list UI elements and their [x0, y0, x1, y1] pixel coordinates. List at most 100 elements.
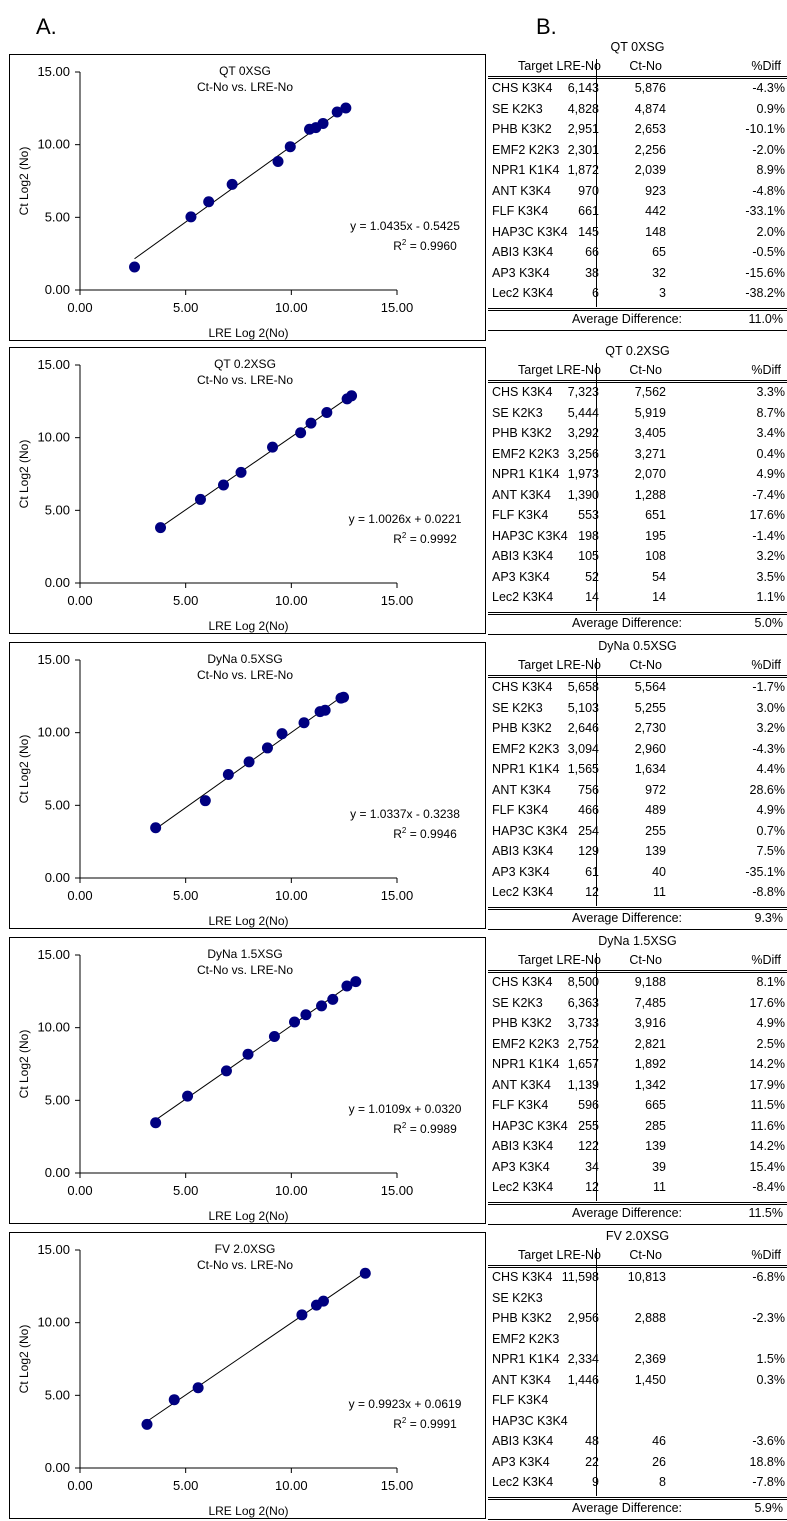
table-cell: 5,658	[567, 680, 599, 694]
table-cell: 254	[578, 823, 599, 838]
table-cell: 489	[645, 803, 666, 817]
average-bottom-rule	[488, 329, 787, 331]
header-cell: LRE-No	[556, 363, 601, 377]
table-cell: 3,094	[567, 741, 599, 756]
header-rule	[488, 970, 787, 971]
table-cell: 2,752	[567, 1036, 599, 1051]
table-cell: AP3 K3K4	[492, 1159, 550, 1174]
data-table-4: DyNa 1.5XSG Target LRE-No Ct-No %Diff CHS K3K…	[488, 934, 787, 1225]
table-cell: 3.5%	[756, 569, 786, 584]
x-tick-label: 5.00	[173, 300, 198, 315]
y-tick-label: 15.00	[37, 1242, 70, 1257]
table-bottom-rule	[488, 1498, 787, 1500]
table-cell: 14.2%	[749, 1139, 785, 1153]
table-row: HAP3C K3K4 198 195 -1.4%	[488, 529, 787, 547]
x-tick-label: 15.00	[381, 888, 414, 903]
table-row: FLF K3K4 661 442 -33.1%	[488, 204, 787, 222]
x-tick-label: 5.00	[173, 593, 198, 608]
y-tick-label: 0.00	[45, 282, 70, 297]
table-cell: CHS K3K4	[492, 385, 553, 399]
table-cell: 17.6%	[749, 508, 785, 522]
table-cell: 8.1%	[756, 975, 786, 989]
data-point	[298, 717, 310, 729]
header-rule	[488, 1265, 787, 1266]
x-tick-label: 10.00	[275, 1478, 308, 1493]
data-point	[272, 156, 284, 168]
header-cell: %Diff	[751, 363, 781, 377]
table-cell: -4.8%	[752, 183, 785, 198]
chart-title: QT 0.2XSG	[214, 357, 276, 371]
table-cell: 12	[585, 885, 599, 899]
y-axis-label: Ct Log2 (No)	[17, 147, 31, 216]
table-cell: 2,646	[567, 721, 599, 735]
chart-svg: 0.00 5.00 10.00 15.00 0.00 5.00 10.00 15.00 LRE …	[17, 947, 462, 1223]
y-tick-label: 15.00	[37, 357, 70, 372]
table-row: CHS K3K4 11,598 10,813 -6.8%	[488, 1270, 787, 1288]
header-rule	[488, 380, 787, 381]
data-point	[346, 390, 358, 402]
table-cell: SE K2K3	[492, 995, 543, 1010]
data-point	[261, 742, 273, 754]
table-cell: 1,892	[634, 1057, 666, 1071]
table-cell: 651	[645, 508, 666, 522]
table-cell: 7,485	[634, 995, 666, 1010]
header-rule	[488, 78, 787, 79]
table-cell: 10,813	[627, 1270, 666, 1284]
table-cell: NPR1 K1K4	[492, 1352, 560, 1366]
r-squared: R2 = 0.9960	[393, 238, 457, 253]
y-tick-label: 15.00	[37, 947, 70, 962]
table-row: NPR1 K1K4 1,565 1,634 4.4%	[488, 762, 787, 780]
column-divider	[596, 1248, 597, 1496]
table-row: AP3 K3K4 52 54 3.5%	[488, 570, 787, 588]
table-row: ABI3 K3K4 66 65 -0.5%	[488, 245, 787, 263]
x-tick-label: 10.00	[275, 1183, 308, 1198]
table-cell: 39	[652, 1159, 666, 1174]
header-cell: LRE-No	[556, 59, 601, 73]
scatter-chart-3: 0.00 5.00 10.00 15.00 0.00 5.00 10.00 15.00 LRE …	[9, 642, 486, 929]
y-tick-label: 5.00	[45, 797, 70, 812]
table-cell: ABI3 K3K4	[492, 844, 554, 858]
table-cell: 105	[578, 549, 599, 563]
table-cell: 0.7%	[756, 823, 786, 838]
data-point	[194, 493, 206, 505]
data-point	[199, 795, 211, 807]
r-squared: R2 = 0.9991	[393, 1416, 457, 1431]
header-cell: %Diff	[751, 59, 781, 73]
table-cell: AP3 K3K4	[492, 569, 550, 584]
table-cell: 11.5%	[750, 1098, 785, 1112]
table-row: Lec2 K3K4 9 8 -7.8%	[488, 1475, 787, 1493]
table-cell: 5,919	[634, 405, 666, 420]
table-bottom-rule	[488, 309, 787, 311]
table-cell: -0.5%	[752, 245, 785, 259]
table-cell: -2.0%	[752, 142, 785, 157]
table-row: FLF K3K4 466 489 4.9%	[488, 803, 787, 821]
table-cell: 12	[585, 1180, 599, 1194]
table-cell: 3,916	[634, 1016, 666, 1030]
table-bottom-rule	[488, 1203, 787, 1205]
table-cell: 8.7%	[756, 405, 786, 420]
data-point	[141, 1418, 153, 1430]
table-cell: 4.9%	[756, 803, 786, 817]
chart-subtitle: Ct-No vs. LRE-No	[197, 373, 293, 387]
table-row: PHB K3K2 2,956 2,888 -2.3%	[488, 1311, 787, 1329]
table-cell: 2,956	[567, 1311, 599, 1325]
table-cell: SE K2K3	[492, 101, 543, 116]
table-row: CHS K3K4 5,658 5,564 -1.7%	[488, 680, 787, 698]
table-cell: 665	[645, 1098, 666, 1112]
table-cell: EMF2 K2K3	[492, 446, 560, 461]
data-point	[331, 106, 343, 118]
table-cell: ABI3 K3K4	[492, 549, 554, 563]
table-cell: 65	[652, 245, 666, 259]
table-cell: 2,951	[567, 122, 599, 136]
table-cell: 2,070	[634, 467, 666, 481]
table-row: NPR1 K1K4 1,973 2,070 4.9%	[488, 467, 787, 485]
table-cell: 148	[645, 224, 666, 239]
table-cell: Lec2 K3K4	[492, 590, 554, 604]
table-cell: ANT K3K4	[492, 183, 551, 198]
table-row: AP3 K3K4 61 40 -35.1%	[488, 865, 787, 883]
table-cell: 14.2%	[749, 1057, 785, 1071]
data-point	[182, 1090, 194, 1102]
average-value: 11.0%	[748, 311, 783, 326]
table-cell: ABI3 K3K4	[492, 1139, 554, 1153]
table-cell: 8,500	[567, 975, 599, 989]
